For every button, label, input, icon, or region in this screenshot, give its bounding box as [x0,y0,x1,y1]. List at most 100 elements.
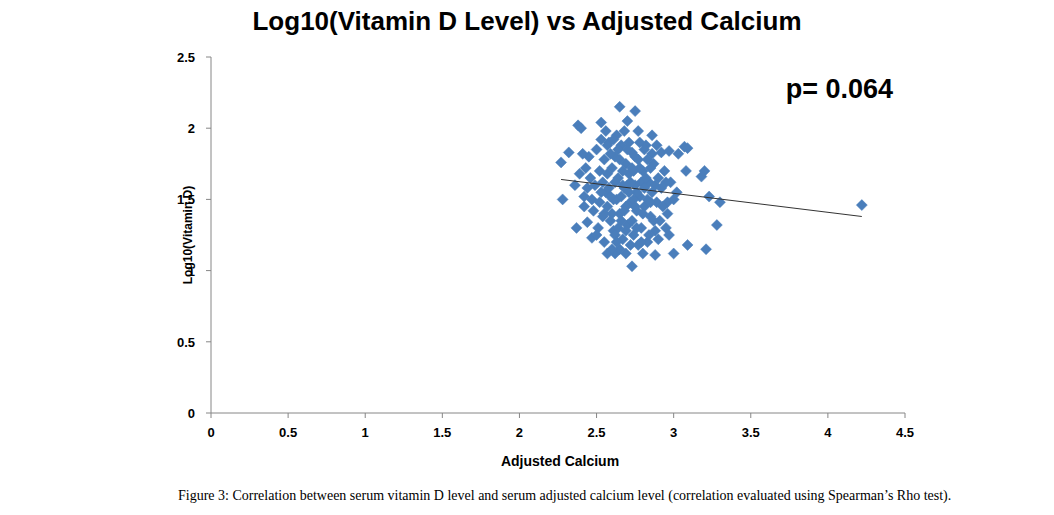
point [682,143,693,154]
y-tick [206,270,211,271]
point [582,217,593,228]
point [647,130,658,141]
x-tick [211,413,212,418]
x-tick [750,413,751,418]
point [582,183,593,194]
point [622,116,633,127]
point [633,126,644,137]
point [653,234,664,245]
chart: Log10(Vitamin D Level) vs Adjusted Calci… [0,0,1054,515]
y-tick [206,413,211,414]
x-tick [905,413,906,418]
point [591,144,602,155]
y-tick-label: 2 [188,121,195,136]
point [576,123,587,134]
x-tick-label: 3.5 [742,425,760,440]
point [574,168,585,179]
x-tick [827,413,828,418]
point [630,201,641,212]
point [651,140,662,151]
point [630,151,641,162]
y-tick [206,57,211,58]
x-tick [442,413,443,418]
point [611,237,622,248]
point [627,163,638,174]
x-tick-label: 2.5 [588,425,606,440]
point [619,205,630,216]
x-tick [673,413,674,418]
caption: Figure 3: Correlation between serum vita… [178,488,951,504]
x-tick [596,413,597,418]
point [620,225,631,236]
point [579,201,590,212]
point [699,165,710,176]
point [591,230,602,241]
x-tick-label: 2 [516,425,523,440]
y-tick [206,128,211,129]
point [602,168,613,179]
x-axis-line [211,413,905,414]
point [614,101,625,112]
title: Log10(Vitamin D Level) vs Adjusted Calci… [252,6,801,36]
point [627,261,638,272]
y-axis-label: Log10(Vitamin D) [181,186,195,284]
point [608,134,619,145]
point [599,237,610,248]
point [636,237,647,248]
point [617,165,628,176]
point [622,144,633,155]
point [668,248,679,259]
point [856,200,867,211]
point [557,194,568,205]
x-tick-label: 1 [362,425,369,440]
y-tick [206,341,211,342]
point [659,165,670,176]
point [650,249,661,260]
point [637,208,648,219]
point [664,230,675,241]
x-tick [519,413,520,418]
x-tick-label: 4 [824,425,832,440]
y-tick-label: 0 [188,406,195,421]
point [657,201,668,212]
y-tick [206,199,211,200]
point [640,173,651,184]
y-axis-line [211,57,212,413]
point [585,173,596,184]
point [648,215,659,226]
point [616,215,627,226]
point [619,126,630,137]
annotation: p= 0.064 [786,74,893,104]
point [563,147,574,158]
point [664,145,675,156]
point [631,222,642,233]
point [599,208,610,219]
x-tick-label: 0 [207,425,214,440]
x-tick-label: 3 [670,425,677,440]
point [711,220,722,231]
point [605,191,616,202]
point [556,157,567,168]
x-axis-label: Adjusted Calcium [501,453,619,469]
point [668,194,679,205]
plot-area [556,101,868,271]
point [701,244,712,255]
point [625,239,636,250]
x-tick [288,413,289,418]
x-tick [365,413,366,418]
point [645,197,656,208]
point [642,154,653,165]
point [682,239,693,250]
y-tick-label: 2.5 [177,50,195,65]
point [639,183,650,194]
point [614,154,625,165]
x-tick-label: 1.5 [433,425,451,440]
trendline [561,179,862,216]
point [571,222,582,233]
x-tick-label: 0.5 [279,425,297,440]
point [600,126,611,137]
point [630,106,641,117]
point [681,165,692,176]
point [594,197,605,208]
y-tick-label: 0.5 [177,335,195,350]
